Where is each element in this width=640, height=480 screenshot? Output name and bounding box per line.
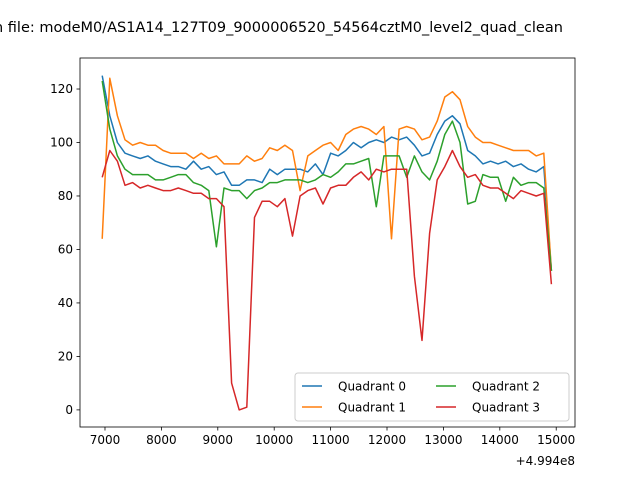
series-line-quadrant-3 <box>101 149 553 411</box>
y-tick-label: 40 <box>58 296 73 310</box>
x-offset-label: +4.994e8 <box>516 454 575 468</box>
x-tick-label: 11000 <box>312 433 350 447</box>
series-line-quadrant-0 <box>101 75 553 271</box>
x-tick-label: 14000 <box>481 433 519 447</box>
y-tick-label: 100 <box>50 135 73 149</box>
chart-title: n file: modeM0/AS1A14_127T09_9000006520_… <box>0 20 563 36</box>
x-tick-label: 10000 <box>255 433 293 447</box>
x-tick-label: 8000 <box>146 433 177 447</box>
x-tick-label: 9000 <box>203 433 234 447</box>
legend-label-2: Quadrant 2 <box>472 380 540 394</box>
series-line-quadrant-2 <box>101 80 553 271</box>
x-tick-label: 13000 <box>424 433 462 447</box>
legend-box <box>294 372 570 422</box>
x-tick-label: 12000 <box>368 433 406 447</box>
y-tick-label: 60 <box>58 242 73 256</box>
y-tick-label: 120 <box>50 82 73 96</box>
axes-frame <box>79 57 576 428</box>
series-line-quadrant-1 <box>101 77 553 271</box>
legend-label-1: Quadrant 1 <box>338 401 406 415</box>
y-tick-label: 0 <box>65 403 73 417</box>
legend-label-3: Quadrant 3 <box>472 401 540 415</box>
y-tick-label: 20 <box>58 349 73 363</box>
x-tick-label: 15000 <box>537 433 575 447</box>
legend-label-0: Quadrant 0 <box>338 380 406 394</box>
x-tick-label: 7000 <box>90 433 121 447</box>
y-tick-label: 80 <box>58 189 73 203</box>
